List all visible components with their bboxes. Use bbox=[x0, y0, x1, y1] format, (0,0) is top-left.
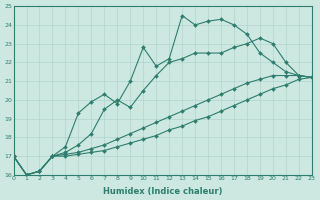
X-axis label: Humidex (Indice chaleur): Humidex (Indice chaleur) bbox=[103, 187, 222, 196]
